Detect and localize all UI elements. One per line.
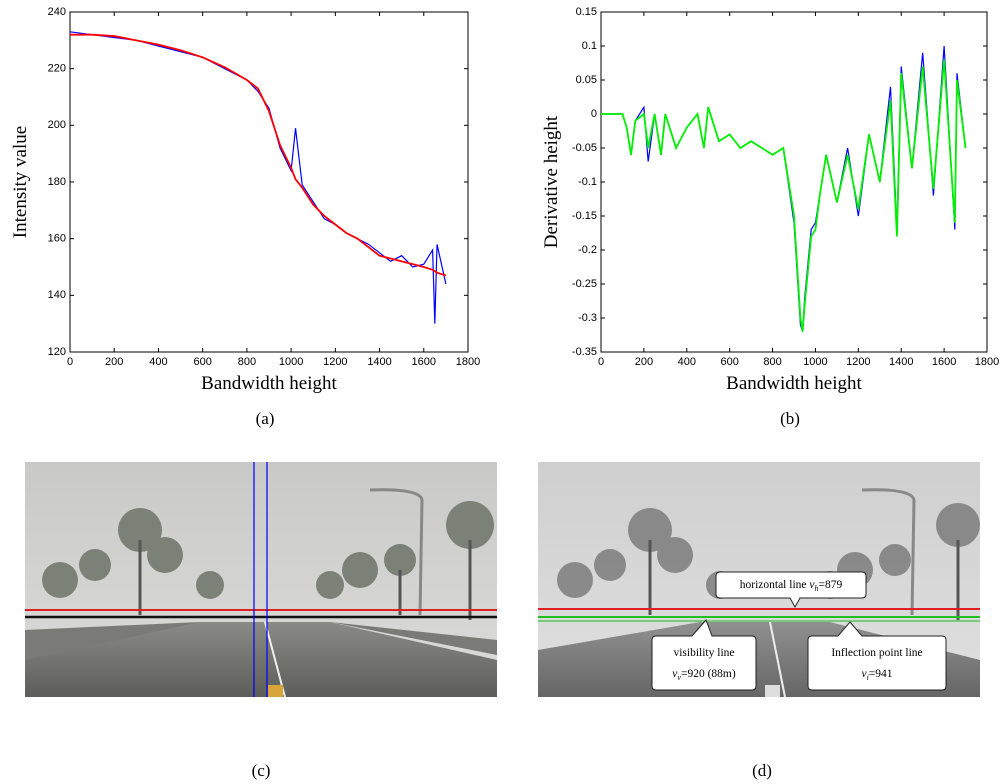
y-tick-label: 240 xyxy=(48,6,66,18)
photo-d: horizontal line vh=879 visibility line v… xyxy=(538,462,980,780)
x-tick-label: 1400 xyxy=(367,356,391,368)
y-tick-label: 0.15 xyxy=(576,6,597,18)
annotation: vi=941 xyxy=(861,668,892,682)
plot-frame xyxy=(69,11,469,353)
x-tick-label: 1000 xyxy=(803,356,827,368)
y-tick-label: -0.25 xyxy=(572,278,597,290)
x-tick-label: 1800 xyxy=(975,356,999,368)
x-tick-label: 1800 xyxy=(456,356,480,368)
y-tick-label: 0 xyxy=(591,108,597,120)
line xyxy=(70,33,447,277)
y-tick-label: -0.05 xyxy=(572,142,597,154)
x-tick-label: 400 xyxy=(149,356,167,368)
x-tick-label: 1200 xyxy=(846,356,870,368)
photo-c: (c) xyxy=(25,462,497,780)
x-tick-label: 800 xyxy=(763,356,781,368)
x-tick-label: 1400 xyxy=(889,356,913,368)
y-tick-label: 220 xyxy=(48,63,66,75)
x-tick-label: 0 xyxy=(598,356,604,368)
caption: (b) xyxy=(780,409,800,428)
y-axis-label: Derivative height xyxy=(541,115,562,248)
y-tick-label: 160 xyxy=(48,233,66,245)
line xyxy=(69,31,447,324)
x-tick-label: 200 xyxy=(635,356,653,368)
y-tick-label: -0.15 xyxy=(572,210,597,222)
y-tick-label: 0.05 xyxy=(576,74,597,86)
x-tick-label: 1200 xyxy=(323,356,347,368)
annotation: Inflection point line xyxy=(831,647,922,659)
caption: (c) xyxy=(252,761,271,780)
x-tick-label: 600 xyxy=(720,356,738,368)
x-tick-label: 400 xyxy=(678,356,696,368)
y-tick-label: 180 xyxy=(48,176,66,188)
plot-frame xyxy=(600,11,988,353)
x-tick-label: 800 xyxy=(238,356,256,368)
y-axis-label: Intensity value xyxy=(10,126,31,238)
y-tick-label: 200 xyxy=(48,119,66,131)
y-tick-label: 140 xyxy=(48,289,66,301)
y-tick-label: 0.1 xyxy=(582,40,597,52)
caption: (d) xyxy=(752,761,772,780)
annotation: vv=920 (88m) xyxy=(672,668,736,682)
x-tick-label: 1600 xyxy=(412,356,436,368)
annotation: horizontal line vh=879 xyxy=(740,579,843,593)
y-tick-label: -0.3 xyxy=(578,312,597,324)
x-tick-label: 0 xyxy=(67,356,73,368)
x-axis-label: Bandwidth height xyxy=(726,373,862,394)
x-tick-label: 1000 xyxy=(279,356,303,368)
line xyxy=(601,59,967,332)
x-tick-label: 1600 xyxy=(932,356,956,368)
y-tick-label: -0.2 xyxy=(578,244,597,256)
x-axis-label: Bandwidth height xyxy=(201,373,337,394)
y-tick-label: -0.1 xyxy=(578,176,597,188)
x-tick-label: 200 xyxy=(105,356,123,368)
annotation: visibility line xyxy=(673,647,734,659)
y-tick-label: -0.35 xyxy=(572,346,597,358)
y-tick-label: 120 xyxy=(48,346,66,358)
caption: (a) xyxy=(256,409,275,428)
x-tick-label: 600 xyxy=(193,356,211,368)
